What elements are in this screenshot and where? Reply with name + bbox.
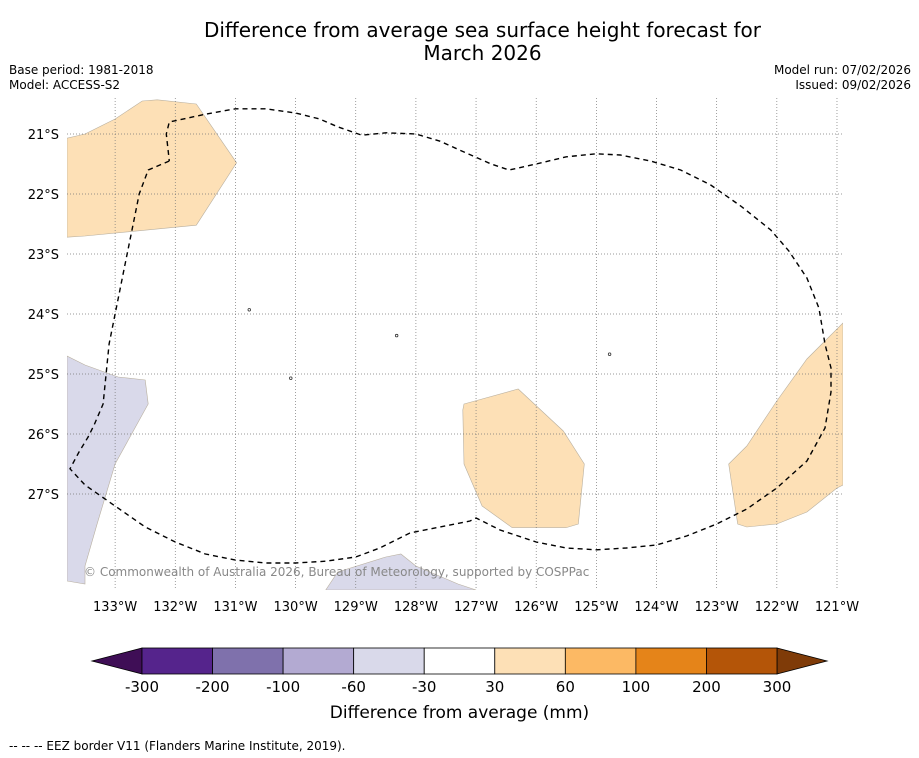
anomaly-region <box>325 553 477 590</box>
longitude-tick-label: 131°W <box>213 600 257 615</box>
colorbar-tick-label: -100 <box>266 678 300 696</box>
longitude-tick-label: 123°W <box>695 600 739 615</box>
colorbar-tick-label: 30 <box>485 678 504 696</box>
longitude-tick-label: 124°W <box>634 600 678 615</box>
colorbar-label: Difference from average (mm) <box>329 703 590 723</box>
longitude-tick-label: 133°W <box>93 600 137 615</box>
base-period-text: Base period: 1981-2018 <box>9 63 154 77</box>
colorbar-under-arrow <box>90 647 143 675</box>
latitude-tick-label: 21°S <box>28 128 59 143</box>
anomaly-region <box>728 322 843 528</box>
longitude-tick-label: 126°W <box>514 600 558 615</box>
issued-text: Issued: 09/02/2026 <box>795 78 911 92</box>
island-marker <box>247 308 251 312</box>
colorbar-tick-label: -200 <box>196 678 230 696</box>
island-marker <box>394 333 399 338</box>
eez-footnote: -- -- -- EEZ border V11 (Flanders Marine… <box>9 739 346 753</box>
colorbar-segment <box>494 647 566 675</box>
map-plot-area: © Commonwealth of Australia 2026, Bureau… <box>67 98 843 590</box>
longitude-tick-label: 129°W <box>334 600 378 615</box>
island-marker <box>607 352 612 356</box>
page-title: Difference from average sea surface heig… <box>140 19 825 65</box>
colorbar-segment <box>423 647 496 675</box>
colorbar-segment <box>706 647 778 675</box>
colorbar-segment <box>635 647 707 675</box>
model-text: Model: ACCESS-S2 <box>9 78 121 92</box>
colorbar-segment <box>282 647 355 675</box>
colorbar-tick-label: -30 <box>412 678 437 696</box>
colorbar-tick-label: 60 <box>556 678 575 696</box>
map-figure: © Commonwealth of Australia 2026, Bureau… <box>28 98 859 696</box>
colorbar-tick-label: 100 <box>622 678 651 696</box>
title-line-2: March 2026 <box>423 41 542 65</box>
anomaly-region <box>67 355 149 585</box>
colorbar-segment <box>353 647 425 675</box>
run-info-left: Base period: 1981-2018 Model: ACCESS-S2 <box>9 63 154 93</box>
longitude-tick-label: 130°W <box>274 600 318 615</box>
latitude-tick-label: 23°S <box>28 248 59 263</box>
latitude-tick-label: 26°S <box>28 428 59 443</box>
longitude-tick-label: 125°W <box>574 600 618 615</box>
colorbar-segment <box>141 647 213 675</box>
colorbar-segment <box>212 647 284 675</box>
latitude-tick-label: 25°S <box>28 368 59 383</box>
longitude-tick-label: 121°W <box>815 600 859 615</box>
longitude-tick-label: 127°W <box>454 600 498 615</box>
longitude-tick-label: 128°W <box>394 600 438 615</box>
colorbar-over-arrow <box>776 647 829 675</box>
model-run-text: Model run: 07/02/2026 <box>773 63 911 77</box>
colorbar-tick-label: 200 <box>692 678 721 696</box>
colorbar-tick-label: 300 <box>763 678 792 696</box>
attribution-text: © Commonwealth of Australia 2026, Bureau… <box>84 565 589 579</box>
latitude-tick-label: 24°S <box>28 308 59 323</box>
colorbar-segment <box>564 647 637 675</box>
latitude-tick-label: 27°S <box>28 488 59 503</box>
eez-border-line <box>69 108 832 564</box>
colorbar-tick-label: -60 <box>341 678 366 696</box>
title-line-1: Difference from average sea surface heig… <box>203 18 762 42</box>
anomaly-region <box>462 388 585 528</box>
colorbar-tick-label: -300 <box>125 678 159 696</box>
longitude-tick-label: 132°W <box>153 600 197 615</box>
island-marker <box>289 376 293 380</box>
longitude-tick-label: 122°W <box>755 600 799 615</box>
run-info-right: Model run: 07/02/2026 Issued: 09/02/2026 <box>774 63 911 93</box>
latitude-tick-label: 22°S <box>28 188 59 203</box>
